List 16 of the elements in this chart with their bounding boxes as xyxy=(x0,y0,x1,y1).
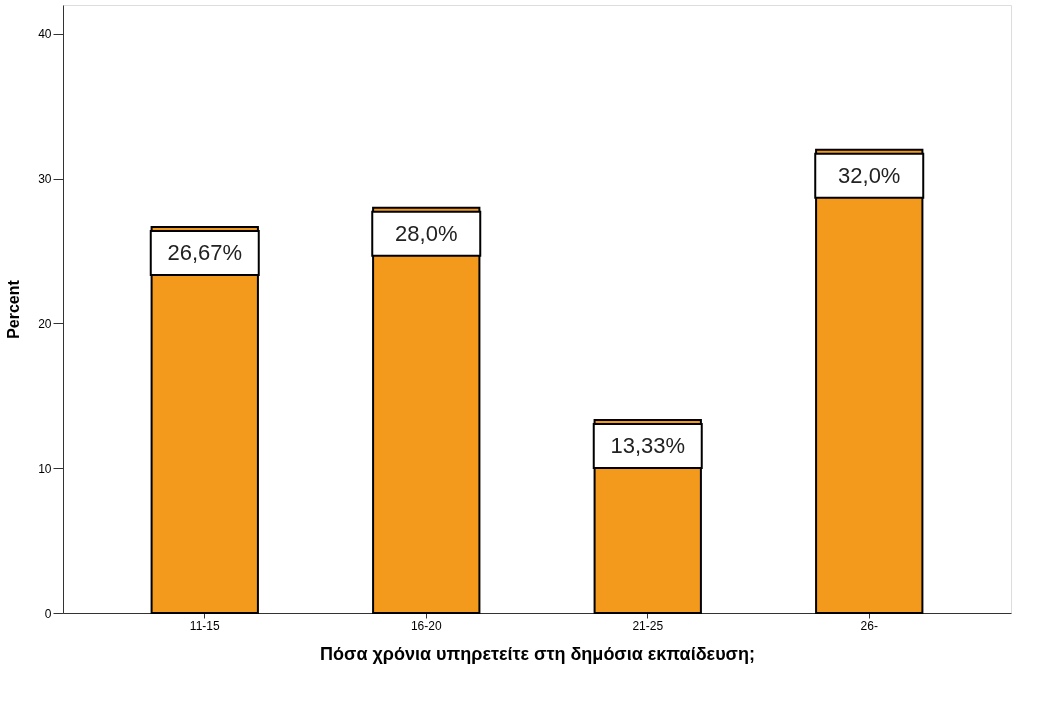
y-tick-label: 10 xyxy=(38,461,52,476)
y-tick-label: 0 xyxy=(44,606,52,621)
bar xyxy=(815,148,924,614)
data-label: 32,0% xyxy=(838,162,901,188)
x-tick-label: 16-20 xyxy=(410,618,442,633)
data-label: 28,0% xyxy=(395,220,458,246)
data-label: 26,67% xyxy=(167,239,243,265)
data-label: 13,33% xyxy=(610,433,686,459)
y-tick-label: 40 xyxy=(38,27,52,42)
x-tick-label: 21-25 xyxy=(632,618,664,633)
x-tick-label: 11-15 xyxy=(189,618,220,633)
y-tick-label: 20 xyxy=(38,316,52,331)
x-tick-label: 26- xyxy=(860,618,878,633)
x-axis-title: Πόσα χρόνια υπηρετείτε στη δημόσια εκπαίδευση; xyxy=(320,643,755,664)
y-axis-title: Percent xyxy=(5,279,23,339)
y-tick-label: 30 xyxy=(38,172,52,187)
